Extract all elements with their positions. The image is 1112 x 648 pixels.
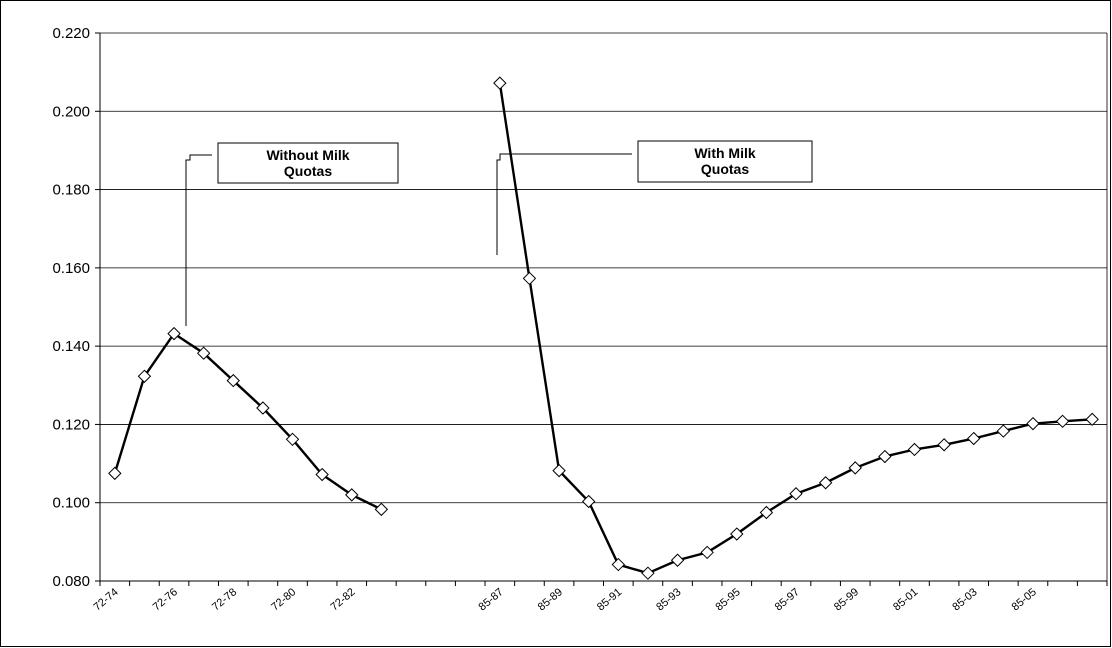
data-point <box>256 401 270 415</box>
annotation-text: Quotas <box>284 163 332 179</box>
data-point <box>730 527 744 541</box>
data-point <box>789 487 803 501</box>
annotation-text: Without Milk <box>266 147 349 163</box>
data-point <box>345 488 359 502</box>
annotation-leader <box>185 154 212 326</box>
data-point <box>522 271 537 286</box>
data-point <box>759 505 774 520</box>
data-point <box>967 431 981 446</box>
data-point <box>315 467 329 482</box>
data-point <box>996 424 1011 438</box>
data-point <box>878 449 892 464</box>
data-point <box>108 466 122 481</box>
data-point <box>552 463 566 478</box>
annotation-box <box>217 142 399 184</box>
data-point <box>285 432 300 447</box>
data-point <box>1055 414 1070 429</box>
y-tick-labels: 0.080 0.100 0.120 0.140 0.160 0.180 0.200 0.220 <box>52 25 90 590</box>
y-tick-label: 0.120 <box>52 416 90 433</box>
data-point <box>167 326 181 341</box>
y-tick-label: 0.100 <box>52 495 90 512</box>
gridlines <box>100 32 1107 504</box>
y-tick-label: 0.160 <box>52 260 90 277</box>
axes <box>95 32 1108 586</box>
data-point <box>818 476 833 490</box>
annotation-text: Quotas <box>701 161 749 177</box>
data-point <box>1085 412 1099 427</box>
data-point <box>848 461 862 475</box>
y-tick-label: 0.180 <box>52 182 90 199</box>
data-point <box>196 346 211 360</box>
data-point <box>670 553 685 567</box>
data-point <box>611 557 626 572</box>
annotation-text: With Milk <box>694 145 756 161</box>
data-point <box>137 369 152 383</box>
y-tick-label: 0.200 <box>52 103 90 120</box>
data-point <box>374 502 389 517</box>
y-tick-label: 0.080 <box>52 573 90 590</box>
data-point <box>641 566 655 580</box>
data-point <box>937 438 951 452</box>
series-line-1 <box>113 332 382 511</box>
y-tick-label: 0.140 <box>52 338 90 355</box>
annotation-box <box>637 140 813 183</box>
data-point <box>581 494 596 509</box>
data-point <box>907 442 922 457</box>
data-point <box>1026 416 1040 431</box>
data-point <box>226 373 240 388</box>
y-tick-label: 0.220 <box>52 25 90 42</box>
data-point <box>700 545 714 560</box>
annotation-leader <box>496 153 632 255</box>
series-markers <box>108 76 1099 580</box>
data-point <box>493 76 507 90</box>
